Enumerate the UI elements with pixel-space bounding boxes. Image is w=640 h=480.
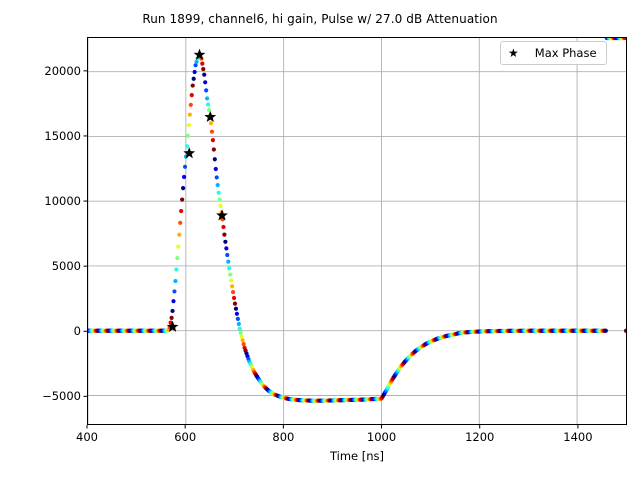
x-tick-label: 800 xyxy=(272,430,295,444)
x-axis-label: Time [ns] xyxy=(329,449,385,463)
plot-axes xyxy=(87,37,627,425)
x-tick-label: 600 xyxy=(174,430,197,444)
y-tick-label: 10000 xyxy=(44,194,81,209)
y-tick-label: 0 xyxy=(73,324,81,339)
max-phase-markers xyxy=(166,48,228,332)
waveform-scatter xyxy=(88,38,626,403)
star-icon: ★ xyxy=(508,46,519,60)
x-tick-label: 1000 xyxy=(366,430,397,444)
x-tick-label: 400 xyxy=(76,430,98,444)
y-tick-label: 5000 xyxy=(51,259,81,274)
x-tick-label: 1200 xyxy=(465,430,495,444)
x-tick-label: 1400 xyxy=(563,430,593,444)
y-tick-label: −5000 xyxy=(42,389,81,404)
y-tick-label: 15000 xyxy=(44,128,81,143)
page-title: Run 1899, channel6, hi gain, Pulse w/ 27… xyxy=(142,12,498,26)
grid-layer xyxy=(88,38,626,424)
legend-label: Max Phase xyxy=(534,46,597,60)
legend: ★ Max Phase xyxy=(500,41,607,65)
y-tick-label: 20000 xyxy=(44,63,81,78)
